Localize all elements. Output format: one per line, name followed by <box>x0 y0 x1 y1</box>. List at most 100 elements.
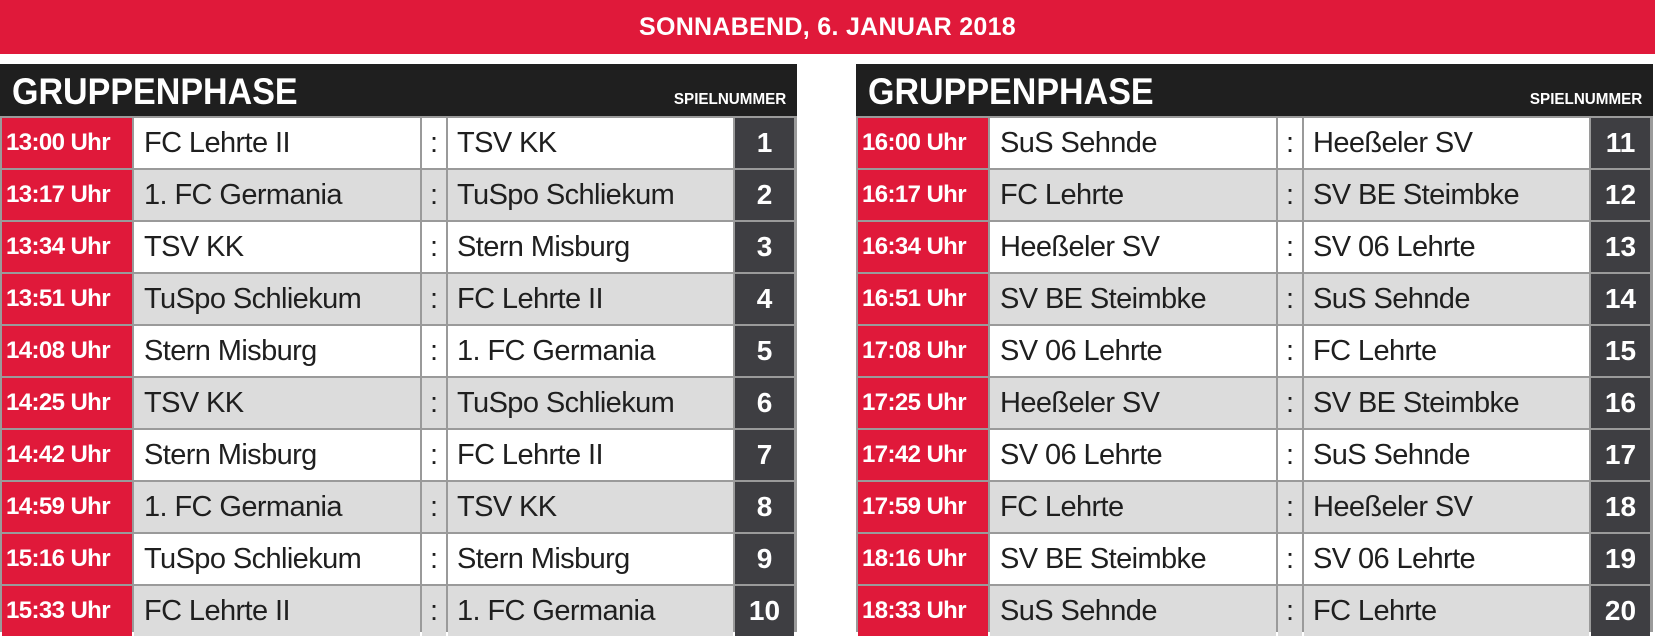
score-separator: : <box>1278 482 1302 532</box>
match-time: 14:42 Uhr <box>2 430 132 480</box>
match-number-header: SPIELNUMMER <box>1529 91 1642 108</box>
match-row: 17:59 Uhr FC Lehrte: Heeßeler SV 18 <box>856 482 1653 532</box>
match-time: 16:17 Uhr <box>858 170 988 220</box>
match-row: 16:00 Uhr SuS Sehnde: Heeßeler SV 11 <box>856 118 1653 168</box>
match-number: 11 <box>1591 118 1650 168</box>
match-time: 18:16 Uhr <box>858 534 988 584</box>
home-team: FC Lehrte II <box>134 586 420 636</box>
away-team: TuSpo Schliekum <box>448 378 733 428</box>
match-number: 3 <box>735 222 794 272</box>
match-row: 16:51 Uhr SV BE Steimbke: SuS Sehnde 14 <box>856 274 1653 324</box>
match-row: 14:25 Uhr TSV KK: TuSpo Schliekum 6 <box>0 378 797 428</box>
score-separator: : <box>422 378 446 428</box>
match-time: 13:00 Uhr <box>2 118 132 168</box>
score-separator: : <box>1278 586 1302 636</box>
match-number: 10 <box>735 586 794 636</box>
match-row: 14:42 Uhr Stern Misburg: FC Lehrte II 7 <box>0 430 797 480</box>
score-separator: : <box>422 430 446 480</box>
score-separator: : <box>1278 274 1302 324</box>
away-team: TSV KK <box>448 118 733 168</box>
match-number: 2 <box>735 170 794 220</box>
home-team: 1. FC Germania <box>134 170 420 220</box>
away-team: SV BE Steimbke <box>1304 378 1589 428</box>
match-time: 18:33 Uhr <box>858 586 988 636</box>
score-separator: : <box>422 222 446 272</box>
score-separator: : <box>422 170 446 220</box>
away-team: SuS Sehnde <box>1304 430 1589 480</box>
match-row: 13:34 Uhr TSV KK: Stern Misburg 3 <box>0 222 797 272</box>
home-team: 1. FC Germania <box>134 482 420 532</box>
match-number: 12 <box>1591 170 1650 220</box>
match-row: 17:08 Uhr SV 06 Lehrte: FC Lehrte 15 <box>856 326 1653 376</box>
away-team: Stern Misburg <box>448 534 733 584</box>
match-row: 15:33 Uhr FC Lehrte II:1. FC Germania 10 <box>0 586 797 636</box>
match-row: 15:16 Uhr TuSpo Schliekum: Stern Misburg 9 <box>0 534 797 584</box>
match-number: 16 <box>1591 378 1650 428</box>
match-time: 16:51 Uhr <box>858 274 988 324</box>
match-number: 5 <box>735 326 794 376</box>
match-number: 18 <box>1591 482 1650 532</box>
match-row: 13:51 Uhr TuSpo Schliekum: FC Lehrte II 4 <box>0 274 797 324</box>
away-team: FC Lehrte <box>1304 326 1589 376</box>
match-time: 16:00 Uhr <box>858 118 988 168</box>
table-body: 13:00 Uhr FC Lehrte II: TSV KK 1 13:17 Uhr 1.… <box>0 116 797 636</box>
match-time: 13:34 Uhr <box>2 222 132 272</box>
match-number: 13 <box>1591 222 1650 272</box>
match-time: 16:34 Uhr <box>858 222 988 272</box>
score-separator: : <box>422 586 446 636</box>
score-separator: : <box>422 534 446 584</box>
away-team: 1. FC Germania <box>448 586 733 636</box>
score-separator: : <box>1278 222 1302 272</box>
home-team: Heeßeler SV <box>990 378 1276 428</box>
away-team: TSV KK <box>448 482 733 532</box>
match-time: 15:16 Uhr <box>2 534 132 584</box>
home-team: SuS Sehnde <box>990 586 1276 636</box>
match-time: 14:59 Uhr <box>2 482 132 532</box>
match-row: 16:34 Uhr Heeßeler SV: SV 06 Lehrte 13 <box>856 222 1653 272</box>
home-team: SV 06 Lehrte <box>990 326 1276 376</box>
score-separator: : <box>1278 430 1302 480</box>
home-team: TuSpo Schliekum <box>134 534 420 584</box>
date-banner-text: SONNABEND, 6. JANUAR 2018 <box>638 12 1017 41</box>
score-separator: : <box>1278 378 1302 428</box>
away-team: Stern Misburg <box>448 222 733 272</box>
match-time: 17:42 Uhr <box>858 430 988 480</box>
score-separator: : <box>1278 534 1302 584</box>
match-row: 18:33 Uhr SuS Sehnde: FC Lehrte 20 <box>856 586 1653 636</box>
match-number: 9 <box>735 534 794 584</box>
match-number: 17 <box>1591 430 1650 480</box>
match-number: 8 <box>735 482 794 532</box>
date-banner: SONNABEND, 6. JANUAR 2018 <box>0 0 1655 54</box>
away-team: Heeßeler SV <box>1304 482 1589 532</box>
match-time: 13:17 Uhr <box>2 170 132 220</box>
home-team: FC Lehrte <box>990 170 1276 220</box>
home-team: FC Lehrte II <box>134 118 420 168</box>
match-row: 18:16 Uhr SV BE Steimbke: SV 06 Lehrte 19 <box>856 534 1653 584</box>
match-number: 1 <box>735 118 794 168</box>
home-team: TSV KK <box>134 378 420 428</box>
match-number: 19 <box>1591 534 1650 584</box>
match-number: 4 <box>735 274 794 324</box>
score-separator: : <box>422 118 446 168</box>
home-team: TSV KK <box>134 222 420 272</box>
score-separator: : <box>1278 170 1302 220</box>
schedule-table-right: GRUPPENPHASE SPIELNUMMER 16:00 Uhr SuS Se… <box>856 64 1653 636</box>
match-time: 15:33 Uhr <box>2 586 132 636</box>
match-number: 14 <box>1591 274 1650 324</box>
away-team: FC Lehrte II <box>448 430 733 480</box>
match-number: 15 <box>1591 326 1650 376</box>
away-team: FC Lehrte II <box>448 274 733 324</box>
match-time: 17:25 Uhr <box>858 378 988 428</box>
match-number: 20 <box>1591 586 1650 636</box>
match-time: 14:25 Uhr <box>2 378 132 428</box>
away-team: SV BE Steimbke <box>1304 170 1589 220</box>
match-time: 14:08 Uhr <box>2 326 132 376</box>
home-team: TuSpo Schliekum <box>134 274 420 324</box>
home-team: Stern Misburg <box>134 326 420 376</box>
away-team: SuS Sehnde <box>1304 274 1589 324</box>
home-team: SV BE Steimbke <box>990 274 1276 324</box>
match-time: 13:51 Uhr <box>2 274 132 324</box>
table-title: GRUPPENPHASE <box>12 71 298 112</box>
match-time: 17:59 Uhr <box>858 482 988 532</box>
score-separator: : <box>1278 326 1302 376</box>
